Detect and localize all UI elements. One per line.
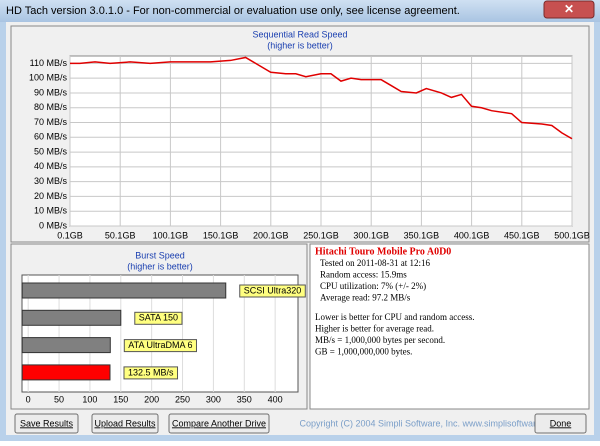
info-note: Lower is better for CPU and random acces… — [315, 312, 474, 322]
button[interactable] — [14, 413, 79, 434]
x-tick-label: 400.1GB — [454, 230, 490, 240]
x-tick-label: 50 — [54, 394, 64, 404]
info-line: Random access: 15.9ms — [320, 270, 407, 280]
x-tick-label: 500.1GB — [554, 230, 590, 240]
info-note: Higher is better for average read. — [315, 324, 434, 334]
button[interactable] — [168, 413, 270, 434]
burst-bar — [21, 337, 111, 354]
x-tick-label: 0.1GB — [57, 230, 83, 240]
x-tick-label: 100 — [82, 394, 97, 404]
x-tick-label: 0 — [26, 394, 31, 404]
y-tick-label: 90 MB/s — [34, 87, 68, 97]
button-label[interactable]: Compare Another Drive — [172, 418, 266, 428]
x-tick-label: 300 — [206, 394, 221, 404]
burst-label: SCSI Ultra320 — [244, 285, 302, 295]
info-note: GB = 1,000,000,000 bytes. — [315, 347, 412, 357]
button[interactable] — [91, 413, 159, 434]
info-text: Tested on 2011-08-31 at 12:16 Random acce… — [315, 258, 474, 357]
label-box — [123, 366, 179, 380]
x-tick-label: 200 — [144, 394, 159, 404]
y-tick-label: 40 MB/s — [34, 161, 68, 171]
drive-name: Hitachi Touro Mobile Pro A0D0 — [315, 246, 451, 257]
y-tick-label: 30 MB/s — [34, 176, 68, 186]
y-tick-label: 100 MB/s — [29, 73, 68, 83]
burst-label: SATA 150 — [139, 313, 178, 323]
info-panel — [309, 243, 590, 410]
burst-label: 132.5 MB/s — [128, 367, 174, 377]
burst-bar — [21, 364, 111, 381]
button-label[interactable]: Upload Results — [94, 418, 156, 428]
burst-label: ATA UltraDMA 6 — [128, 340, 192, 350]
label-box — [134, 311, 183, 325]
y-tick-label: 20 MB/s — [34, 191, 68, 201]
button-label[interactable]: Save Results — [20, 418, 74, 428]
info-line: Average read: 97.2 MB/s — [320, 293, 411, 303]
read-subtitle: (higher is better) — [267, 40, 333, 50]
label-box — [239, 284, 306, 298]
info-note: MB/s = 1,000,000 bytes per second. — [315, 335, 445, 345]
y-tick-label: 70 MB/s — [34, 117, 68, 127]
title-bar — [0, 0, 600, 22]
label-box — [123, 339, 197, 353]
burst-title: Burst Speed — [135, 250, 185, 260]
y-tick-label: 60 MB/s — [34, 132, 68, 142]
y-tick-label: 80 MB/s — [34, 102, 68, 112]
close-icon[interactable]: ✕ — [564, 2, 574, 16]
burst-subtitle: (higher is better) — [127, 261, 193, 271]
x-tick-label: 400 — [268, 394, 283, 404]
x-tick-label: 100.1GB — [153, 230, 189, 240]
burst-bar — [21, 309, 122, 326]
x-tick-label: 200.1GB — [253, 230, 289, 240]
window-title: HD Tach version 3.0.1.0 - For non-commer… — [6, 5, 460, 17]
x-tick-label: 450.1GB — [504, 230, 540, 240]
close-button[interactable] — [543, 0, 595, 19]
x-tick-label: 150 — [113, 394, 128, 404]
y-tick-label: 10 MB/s — [34, 206, 68, 216]
button-label[interactable]: Done — [550, 418, 572, 428]
read-title: Sequential Read Speed — [252, 29, 347, 39]
x-tick-label: 350 — [237, 394, 252, 404]
x-tick-label: 150.1GB — [203, 230, 239, 240]
buttons: Save Results Upload Results Compare Anothe… — [14, 413, 587, 434]
y-tick-label: 0 MB/s — [39, 220, 68, 230]
x-tick-label: 300.1GB — [353, 230, 389, 240]
y-tick-label: 50 MB/s — [34, 146, 68, 156]
read-line — [70, 56, 573, 140]
burst-bar — [21, 282, 227, 299]
x-tick-label: 50.1GB — [105, 230, 136, 240]
info-line: CPU utilization: 7% (+/- 2%) — [320, 281, 426, 291]
copyright: Copyright (C) 2004 Simpli Software, Inc.… — [299, 418, 560, 428]
y-tick-label: 110 MB/s — [30, 58, 68, 68]
x-tick-label: 250 — [175, 394, 190, 404]
x-tick-label: 350.1GB — [404, 230, 440, 240]
x-tick-label: 250.1GB — [303, 230, 339, 240]
info-line: Tested on 2011-08-31 at 12:16 — [320, 258, 431, 268]
button[interactable] — [534, 413, 587, 434]
